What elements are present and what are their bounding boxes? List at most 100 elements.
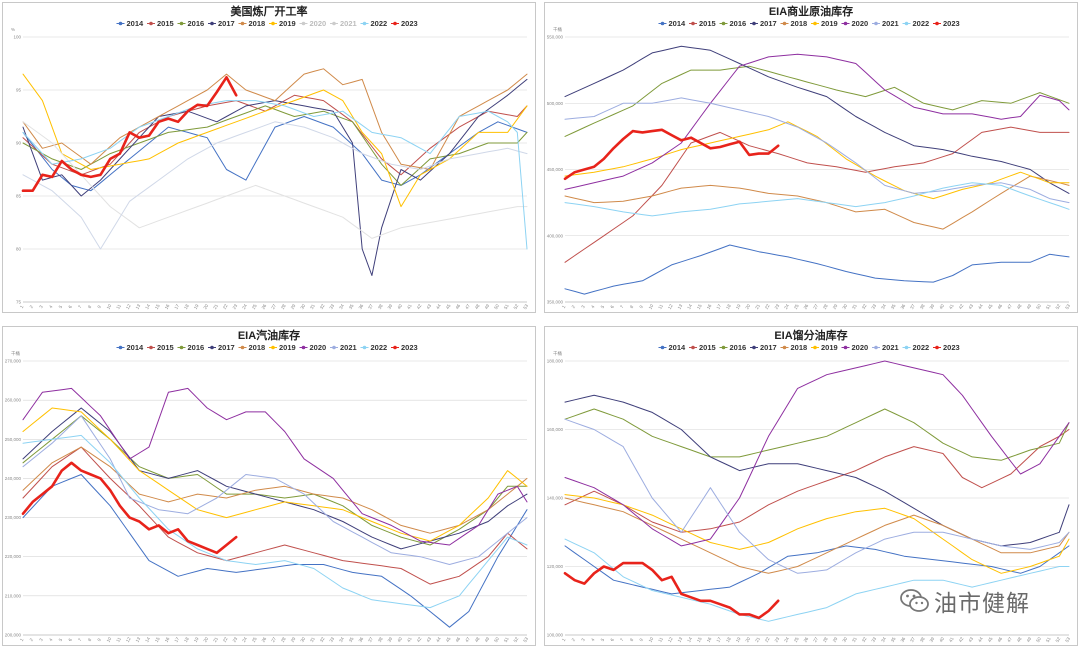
x-tick-label: 10 — [106, 303, 113, 310]
legend-label: 2023 — [943, 343, 960, 352]
x-tick-label: 25 — [793, 636, 800, 643]
legend-label: 2021 — [882, 19, 899, 28]
x-tick-label: 42 — [416, 303, 423, 310]
x-tick-label: 15 — [696, 636, 703, 643]
legend-marker — [843, 21, 848, 26]
x-tick-label: 50 — [1035, 636, 1042, 643]
x-tick-label: 37 — [909, 636, 916, 643]
x-tick-label: 13 — [677, 303, 684, 310]
legend-marker — [813, 21, 817, 26]
legend-item-2015: 2015 — [689, 343, 716, 352]
x-tick-label: 29 — [290, 636, 297, 643]
legend-item-2015: 2015 — [689, 19, 716, 28]
y-tick-label: 140,000 — [547, 496, 564, 501]
chart-title: 美国炼厂开工率 — [231, 4, 308, 18]
legend-item-2016: 2016 — [719, 19, 746, 28]
x-tick-label: 6 — [609, 637, 615, 642]
x-tick-label: 43 — [967, 303, 974, 310]
x-tick-label: 20 — [744, 636, 751, 643]
x-tick-label: 47 — [464, 303, 471, 310]
legend-label: 2020 — [852, 19, 869, 28]
y-tick-label: 120,000 — [547, 564, 564, 569]
legend-label: 2023 — [401, 19, 418, 28]
legend-label: 2022 — [913, 19, 930, 28]
x-tick-label: 36 — [900, 303, 907, 310]
watermark: 油市健解 — [900, 584, 1060, 618]
x-tick-label: 47 — [464, 636, 471, 643]
x-tick-label: 2 — [571, 637, 577, 642]
y-tick-label: 210,000 — [5, 593, 22, 598]
series-line-2014 — [564, 244, 1070, 295]
x-tick-label: 52 — [513, 636, 520, 643]
x-tick-label: 53 — [522, 303, 529, 310]
x-tick-label: 42 — [416, 636, 423, 643]
x-tick-label: 11 — [115, 303, 122, 310]
x-tick-label: 47 — [1006, 303, 1013, 310]
x-tick-label: 24 — [783, 303, 790, 310]
x-tick-label: 7 — [619, 637, 625, 642]
legend-item-2019: 2019 — [269, 19, 296, 28]
legend-marker — [210, 345, 214, 350]
legend-label: 2015 — [699, 343, 716, 352]
series-line-2021 — [22, 415, 528, 565]
x-tick-label: 38 — [377, 636, 384, 643]
x-tick-label: 41 — [948, 303, 955, 310]
legend-label: 2019 — [821, 19, 838, 28]
x-tick-label: 11 — [657, 303, 664, 310]
x-tick-label: 26 — [261, 303, 268, 310]
x-tick-label: 37 — [367, 303, 374, 310]
x-tick-label: 12 — [125, 636, 132, 643]
x-tick-label: 5 — [600, 637, 606, 642]
x-tick-label: 22 — [764, 303, 771, 310]
legend: 2014 2015 2016 2017 2018 2019 2020 2021 2022 2023 — [116, 343, 418, 352]
x-tick-label: 18 — [725, 636, 732, 643]
x-tick-label: 18 — [183, 636, 190, 643]
y-tick-label: 250,000 — [5, 437, 22, 442]
legend-marker — [691, 345, 695, 350]
x-tick-label: 19 — [193, 636, 200, 643]
x-tick-label: 49 — [484, 636, 491, 643]
series-line-2014 — [22, 116, 528, 192]
x-tick-label: 43 — [967, 636, 974, 643]
legend-item-2017: 2017 — [208, 343, 235, 352]
legend-marker — [752, 345, 756, 350]
x-tick-label: 32 — [319, 303, 326, 310]
legend-label: 2015 — [157, 19, 174, 28]
legend-marker — [179, 345, 184, 350]
x-tick-label: 33 — [328, 636, 335, 643]
x-tick-label: 44 — [977, 303, 984, 310]
y-tick-label: 270,000 — [5, 359, 22, 364]
legend-label: 2016 — [730, 343, 747, 352]
legend-item-2018: 2018 — [238, 343, 265, 352]
series-line-2023 — [21, 461, 238, 555]
legend-marker — [393, 345, 397, 350]
x-tick-label: 16 — [706, 636, 713, 643]
legend-item-2023: 2023 — [933, 19, 960, 28]
legend: 2014 2015 2016 2017 2018 2019 2020 2021 2022 2023 — [116, 19, 418, 28]
x-tick-label: 25 — [793, 303, 800, 310]
x-tick-label: 17 — [715, 636, 722, 643]
x-tick-label: 37 — [909, 303, 916, 310]
y-tick-label: 90 — [16, 141, 22, 146]
y-tick-label: 75 — [16, 300, 22, 305]
x-tick-label: 47 — [1006, 636, 1013, 643]
x-tick-label: 19 — [193, 303, 200, 310]
x-tick-label: 51 — [503, 636, 510, 643]
x-tick-label: 52 — [513, 303, 520, 310]
legend-label: 2017 — [218, 343, 235, 352]
legend-label: 2014 — [127, 343, 145, 352]
x-tick-label: 34 — [880, 636, 887, 643]
x-tick-label: 12 — [667, 303, 674, 310]
x-tick-label: 30 — [841, 303, 848, 310]
legend-item-2014: 2014 — [658, 343, 686, 352]
y-unit-label: % — [11, 27, 15, 32]
y-tick-label: 550,000 — [547, 35, 564, 40]
x-tick-label: 31 — [309, 303, 316, 310]
legend-label: 2017 — [218, 19, 235, 28]
chart-title: EIA商业原油库存 — [769, 4, 853, 18]
legend-item-2022: 2022 — [360, 343, 387, 352]
legend-item-2019: 2019 — [269, 343, 296, 352]
x-tick-label: 35 — [890, 636, 897, 643]
